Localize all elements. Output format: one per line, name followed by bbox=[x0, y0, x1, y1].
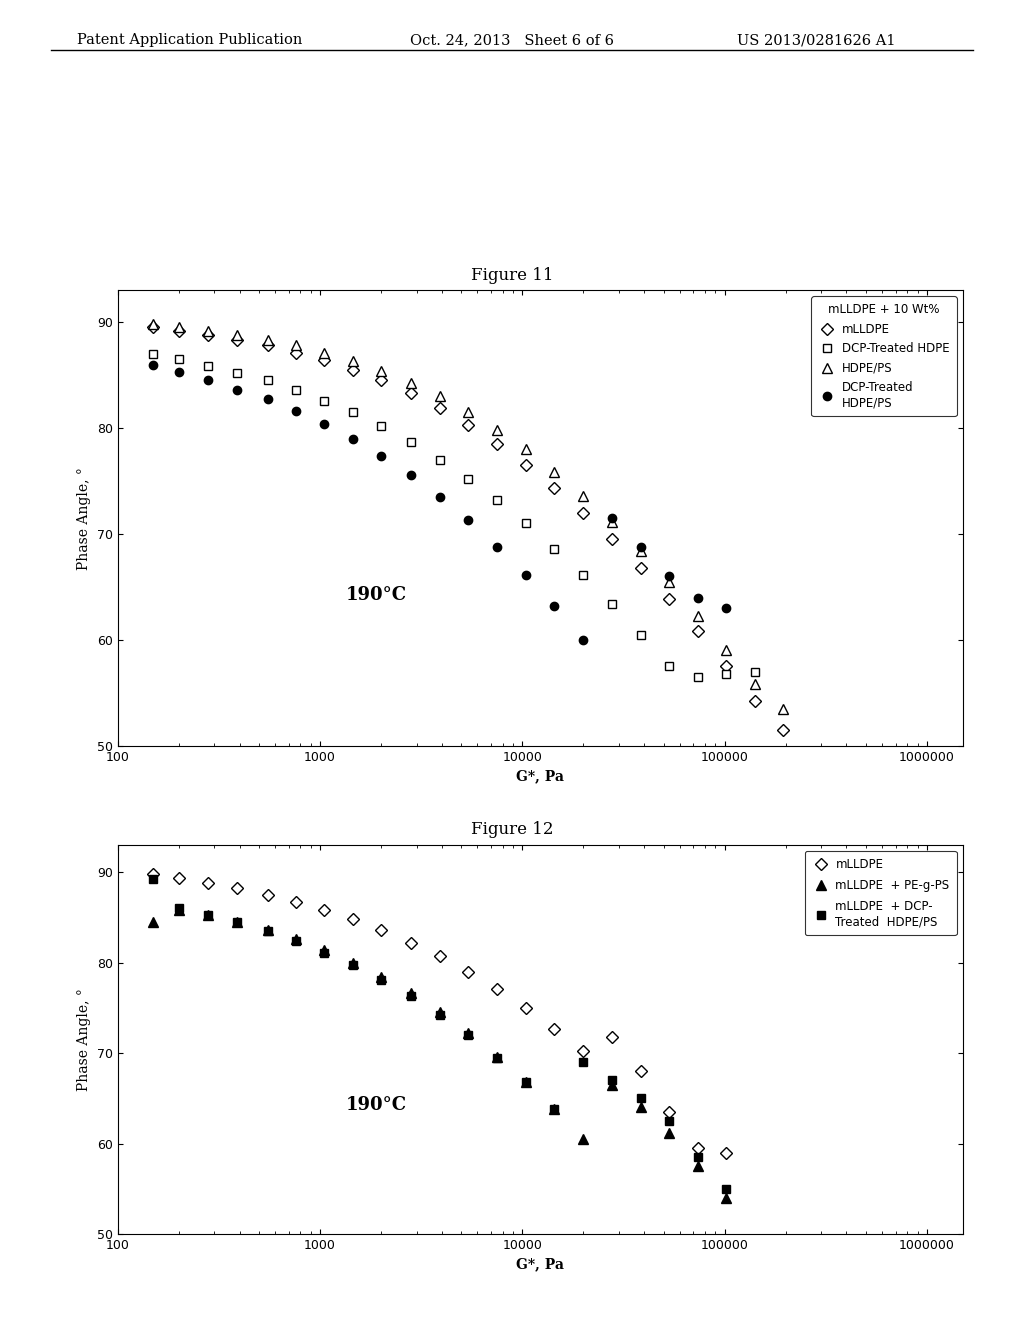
Y-axis label: Phase Angle, °: Phase Angle, ° bbox=[78, 467, 91, 569]
X-axis label: G*, Pa: G*, Pa bbox=[516, 770, 564, 783]
Y-axis label: Phase Angle, °: Phase Angle, ° bbox=[78, 989, 91, 1090]
Text: Figure 11: Figure 11 bbox=[471, 267, 553, 284]
Text: 190°C: 190°C bbox=[346, 1096, 407, 1114]
Text: 190°C: 190°C bbox=[346, 586, 407, 605]
Text: Patent Application Publication: Patent Application Publication bbox=[77, 33, 302, 48]
Text: Oct. 24, 2013   Sheet 6 of 6: Oct. 24, 2013 Sheet 6 of 6 bbox=[410, 33, 613, 48]
Text: US 2013/0281626 A1: US 2013/0281626 A1 bbox=[737, 33, 896, 48]
X-axis label: G*, Pa: G*, Pa bbox=[516, 1258, 564, 1271]
Text: Figure 12: Figure 12 bbox=[471, 821, 553, 838]
Legend: mLLDPE, mLLDPE  + PE-g-PS, mLLDPE  + DCP-
Treated  HDPE/PS: mLLDPE, mLLDPE + PE-g-PS, mLLDPE + DCP- … bbox=[805, 850, 956, 936]
Legend: mLLDPE, DCP-Treated HDPE, HDPE/PS, DCP-Treated
HDPE/PS: mLLDPE, DCP-Treated HDPE, HDPE/PS, DCP-T… bbox=[811, 296, 956, 416]
